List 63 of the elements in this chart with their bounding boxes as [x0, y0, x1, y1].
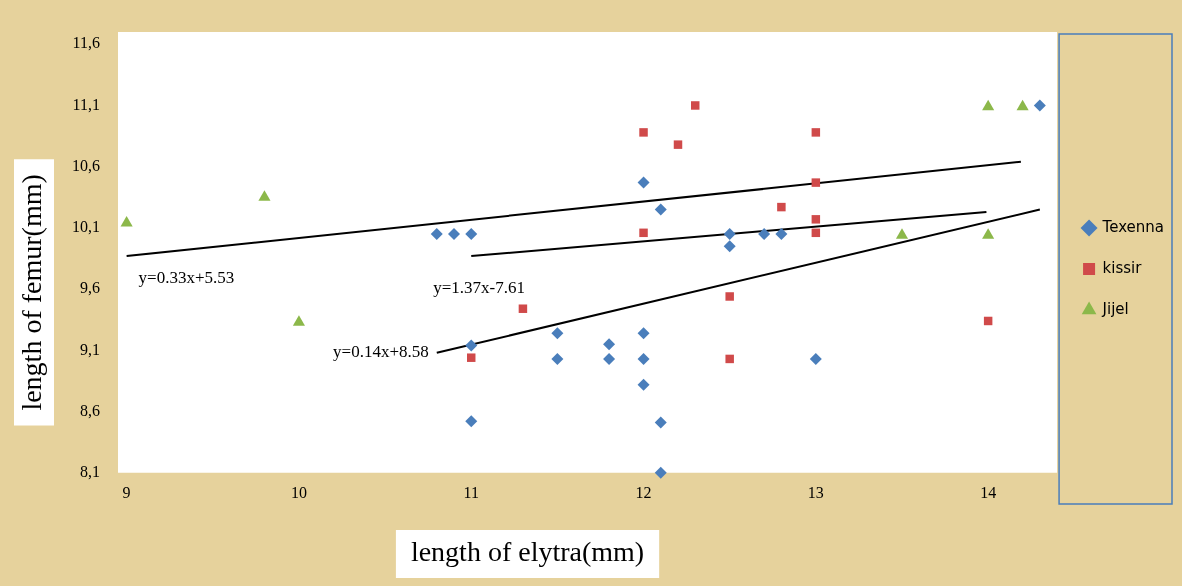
point: [777, 202, 786, 212]
point: [1016, 99, 1029, 111]
point: [551, 327, 564, 340]
point: [292, 315, 305, 326]
point: [725, 292, 734, 301]
y-tick-label: 10,6: [72, 156, 100, 174]
point: [673, 140, 683, 149]
point: [258, 190, 271, 201]
x-tick-label: 13: [807, 483, 824, 501]
x-tick-label: 12: [635, 483, 652, 501]
point: [982, 228, 995, 239]
point: [448, 228, 460, 241]
point: [775, 228, 788, 241]
point: [430, 228, 443, 241]
y-tick-label: 11,1: [72, 95, 100, 113]
point: [809, 352, 822, 365]
y-tick-label: 8,6: [80, 401, 100, 419]
point: [811, 215, 821, 224]
point: [811, 128, 821, 137]
point: [637, 378, 650, 391]
legend-label: Texenna: [1101, 217, 1165, 236]
point: [758, 228, 771, 241]
point: [690, 101, 700, 110]
point: [465, 339, 478, 352]
y-tick-label: 9,6: [80, 279, 100, 297]
point: [811, 178, 821, 187]
point: [518, 304, 528, 313]
x-axis-title: length of elytra(mm): [410, 536, 645, 568]
point: [466, 353, 476, 362]
x-tick-label: 11: [463, 483, 479, 501]
point: [637, 176, 650, 189]
point: [551, 352, 564, 365]
point: [603, 338, 616, 351]
point: [465, 415, 478, 428]
point: [895, 228, 909, 239]
point: [639, 228, 648, 238]
y-tick-label: 9,1: [80, 340, 100, 358]
point: [637, 352, 650, 365]
y-tick-label: 8,1: [80, 463, 100, 480]
x-tick-label: 14: [980, 483, 997, 501]
y-tick-label: 10,1: [72, 218, 100, 236]
annotation: y=0.33x+5.53: [138, 267, 235, 287]
point: [1033, 99, 1046, 112]
point: [603, 352, 616, 365]
y-tick-label: 11,6: [72, 34, 100, 52]
point: [654, 466, 667, 479]
point: [723, 240, 736, 253]
point: [982, 99, 995, 111]
point: [465, 228, 478, 241]
x-tick-label: 9: [122, 483, 131, 501]
point: [639, 128, 648, 137]
x-tick-label: 10: [290, 483, 307, 501]
annotation: y=0.14x+8.58: [333, 342, 429, 362]
legend-label: Jijel: [1101, 299, 1129, 318]
point: [723, 228, 736, 241]
y-axis-title: length of femur(mm): [16, 174, 48, 411]
point: [654, 416, 667, 429]
legend-label: kissir: [1102, 258, 1143, 277]
point: [725, 354, 734, 364]
point: [654, 203, 667, 216]
annotation: y=1.37x-7.61: [433, 277, 525, 297]
point: [637, 327, 650, 340]
point: [120, 216, 133, 227]
